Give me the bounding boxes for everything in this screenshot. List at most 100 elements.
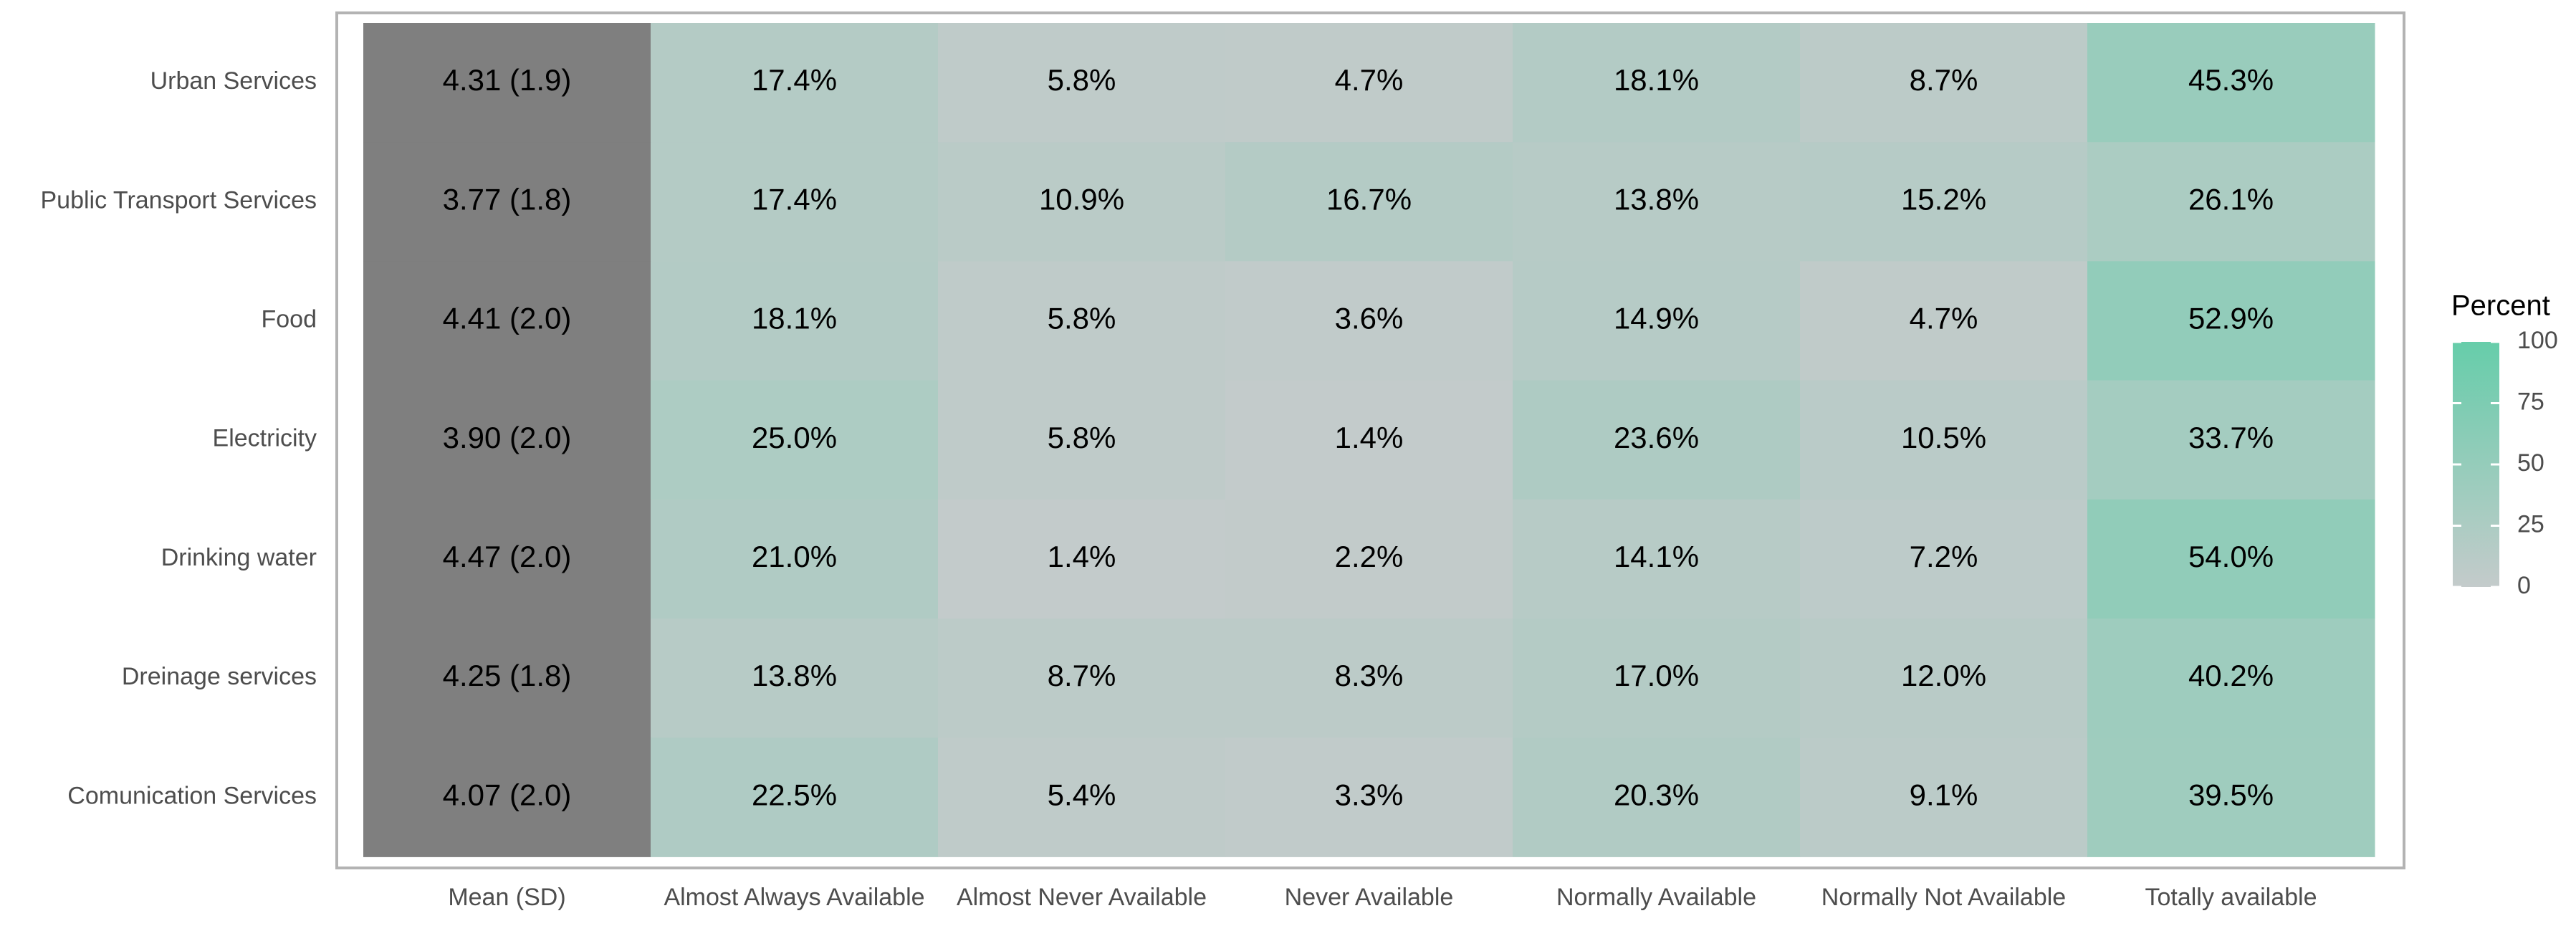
heat-cell <box>1225 380 1513 500</box>
cell-label: 54.0% <box>2188 540 2274 573</box>
heat-cell <box>938 380 1226 500</box>
cell-label: 40.2% <box>2188 659 2274 692</box>
cell-label: 8.3% <box>1335 659 1404 692</box>
mean-label: 4.31 (1.9) <box>443 63 572 97</box>
cell-label: 52.9% <box>2188 302 2274 335</box>
heat-cell <box>1800 738 2088 857</box>
cell-label: 25.0% <box>752 421 837 454</box>
mean-cell <box>363 619 651 738</box>
heat-cell <box>1513 261 1801 381</box>
heat-cell <box>938 23 1226 143</box>
heat-cell <box>651 142 939 262</box>
cell-label: 2.2% <box>1335 540 1404 573</box>
heat-cell <box>2087 23 2375 143</box>
heat-cell <box>651 380 939 500</box>
mean-cell <box>363 23 651 143</box>
cell-label: 15.2% <box>1901 182 1986 216</box>
heat-cell <box>2087 619 2375 738</box>
heat-cell <box>1225 261 1513 381</box>
heat-cell <box>651 23 939 143</box>
heat-cell <box>938 499 1226 619</box>
cell-label: 26.1% <box>2188 182 2274 216</box>
x-tick-label: Normally Not Available <box>1821 884 2066 911</box>
x-tick-label: Totally available <box>2145 884 2317 911</box>
cell-label: 3.3% <box>1335 778 1404 811</box>
y-tick-label: Dreinage services <box>122 663 317 690</box>
heat-cell <box>1225 499 1513 619</box>
mean-label: 4.07 (2.0) <box>443 778 572 811</box>
panel-border <box>335 11 2405 869</box>
cell-label: 4.7% <box>1910 302 1978 335</box>
colorbar-tick-label: 100 <box>2517 327 2558 354</box>
cell-label: 23.6% <box>1614 421 1699 454</box>
heat-cell <box>938 261 1226 381</box>
cell-label: 5.8% <box>1048 302 1116 335</box>
heat-cell <box>1800 23 2088 143</box>
colorbar-tick-label: 25 <box>2517 510 2544 538</box>
cell-label: 22.5% <box>752 778 837 811</box>
heat-cell <box>1225 142 1513 262</box>
heat-cell <box>1513 142 1801 262</box>
cell-label: 17.4% <box>752 182 837 216</box>
cell-label: 16.7% <box>1326 182 1412 216</box>
cell-label: 1.4% <box>1335 421 1404 454</box>
heat-cell <box>1800 619 2088 738</box>
x-tick-label: Normally Available <box>1556 884 1756 911</box>
y-tick-label: Urban Services <box>150 67 317 95</box>
mean-label: 4.41 (2.0) <box>443 302 572 335</box>
heat-cell <box>651 738 939 857</box>
mean-label: 3.90 (2.0) <box>443 421 572 454</box>
heat-cell <box>1800 499 2088 619</box>
heat-cell <box>1513 23 1801 143</box>
colorbar-tick-label: 75 <box>2517 388 2544 415</box>
cell-label: 13.8% <box>752 659 837 692</box>
mean-label: 3.77 (1.8) <box>443 182 572 216</box>
heat-cell <box>938 619 1226 738</box>
heat-cell <box>2087 499 2375 619</box>
heat-cell <box>2087 380 2375 500</box>
mean-cell <box>363 738 651 857</box>
cell-label: 3.6% <box>1335 302 1404 335</box>
cell-label: 20.3% <box>1614 778 1699 811</box>
heat-cell <box>938 738 1226 857</box>
heat-cell <box>1225 23 1513 143</box>
heat-cell <box>938 142 1226 262</box>
heat-cell <box>1513 738 1801 857</box>
y-tick-label: Drinking water <box>161 544 317 571</box>
colorbar-tick-label: 0 <box>2517 572 2531 599</box>
heat-cell <box>2087 142 2375 262</box>
cell-label: 17.0% <box>1614 659 1699 692</box>
y-tick-label: Comunication Services <box>67 782 317 809</box>
mean-cell <box>363 499 651 619</box>
x-tick-label: Never Available <box>1285 884 1454 911</box>
cell-label: 45.3% <box>2188 63 2274 97</box>
cell-label: 5.8% <box>1048 421 1116 454</box>
cell-label: 9.1% <box>1910 778 1978 811</box>
cell-label: 21.0% <box>752 540 837 573</box>
heat-cell <box>1800 142 2088 262</box>
mean-cell <box>363 261 651 381</box>
heat-cell <box>651 619 939 738</box>
cell-label: 4.7% <box>1335 63 1404 97</box>
heat-cell <box>651 261 939 381</box>
x-tick-label: Mean (SD) <box>448 884 565 911</box>
heat-cell <box>1513 380 1801 500</box>
cell-label: 8.7% <box>1048 659 1116 692</box>
y-tick-label: Electricity <box>213 425 317 452</box>
cell-label: 13.8% <box>1614 182 1699 216</box>
cell-label: 12.0% <box>1901 659 1986 692</box>
heat-cell <box>1513 499 1801 619</box>
cell-label: 7.2% <box>1910 540 1978 573</box>
y-tick-label: Food <box>262 305 317 333</box>
y-tick-label: Public Transport Services <box>41 186 317 214</box>
cell-label: 18.1% <box>752 302 837 335</box>
cell-label: 17.4% <box>752 63 837 97</box>
mean-cell <box>363 142 651 262</box>
heat-cell <box>2087 261 2375 381</box>
heat-cell <box>651 499 939 619</box>
cell-label: 14.9% <box>1614 302 1699 335</box>
cell-label: 1.4% <box>1048 540 1116 573</box>
mean-label: 4.25 (1.8) <box>443 659 572 692</box>
cell-label: 5.8% <box>1048 63 1116 97</box>
